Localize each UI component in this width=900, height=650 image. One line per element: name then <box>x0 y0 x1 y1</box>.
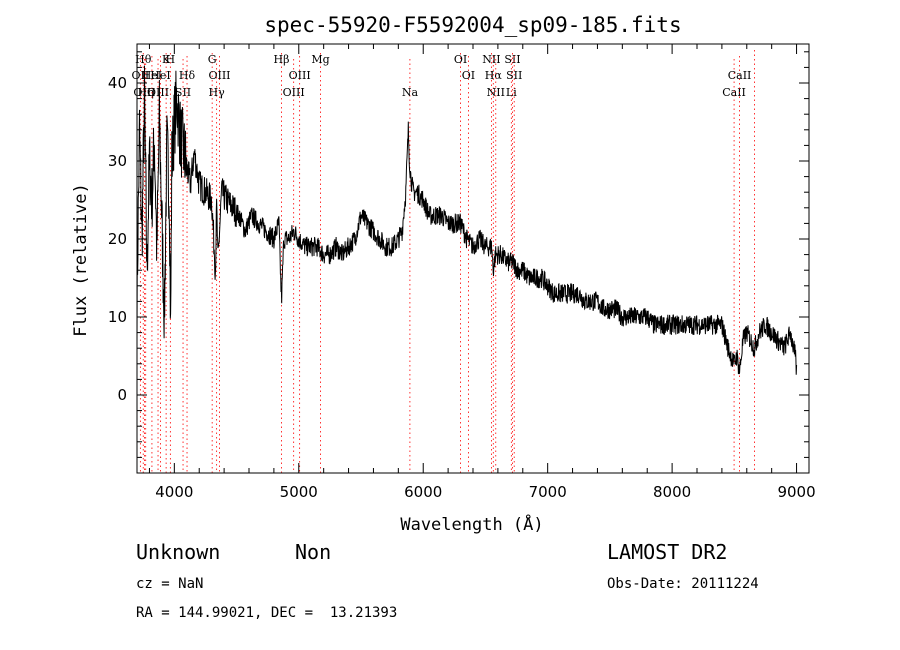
marker-label-9: SII <box>175 86 191 99</box>
marker-label-15: OIII <box>283 86 305 99</box>
marker-label-22: Hα <box>485 69 503 82</box>
x-axis-label: Wavelength (Å) <box>400 513 543 535</box>
chart-title: spec-55920-F5592004_sp09-185.fits <box>264 13 681 37</box>
marker-label-17: Mg <box>311 53 329 66</box>
survey-name: LAMOST DR2 <box>607 540 728 564</box>
spectrum-line <box>136 65 798 375</box>
coordinates: RA = 144.99021, DEC = 13.21393 <box>136 605 398 621</box>
marker-label-8: H <box>166 53 176 66</box>
line-markers: OIIHθHηOIIIHeIOIIIHeIKHSIIHδGHγOIIIHβOII… <box>132 50 755 473</box>
y-axis-label: Flux (relative) <box>71 183 91 337</box>
marker-label-14: Hβ <box>274 53 290 66</box>
x-tick-label-4000: 4000 <box>155 483 193 501</box>
y-tick-label-10: 10 <box>108 308 127 326</box>
marker-label-20: OI <box>462 69 475 82</box>
marker-label-26: SII <box>506 69 522 82</box>
marker-label-7: K <box>162 53 171 66</box>
x-tick-label-9000: 9000 <box>777 483 815 501</box>
marker-label-27: CaII <box>722 86 746 99</box>
x-tick-label-7000: 7000 <box>529 483 567 501</box>
x-tick-label-8000: 8000 <box>653 483 691 501</box>
marker-label-21: NII <box>482 53 500 66</box>
y-tick-label-40: 40 <box>108 74 127 92</box>
plot-frame <box>136 43 810 474</box>
marker-label-10: Hδ <box>179 69 196 82</box>
redshift-cz: cz = NaN <box>136 576 204 592</box>
y-tick-label-30: 30 <box>108 152 127 170</box>
y-tick-label-0: 0 <box>117 386 127 404</box>
object-subclass: Non <box>295 540 332 564</box>
marker-label-23: NII <box>487 86 505 99</box>
marker-label-24: Li <box>506 86 517 99</box>
y-axis-ticks: 0 10 20 30 40 <box>108 51 809 458</box>
obs-date: Obs-Date: 20111224 <box>607 576 759 592</box>
y-tick-label-20: 20 <box>108 230 127 248</box>
spectrum-chart: spec-55920-F5592004_sp09-185.fits OIIHθH… <box>71 13 816 535</box>
x-tick-label-6000: 6000 <box>404 483 442 501</box>
marker-label-12: Hγ <box>209 86 226 99</box>
marker-label-5: OIII <box>147 86 169 99</box>
marker-label-11: G <box>208 53 217 66</box>
marker-label-13: OIII <box>208 69 230 82</box>
marker-label-18: Na <box>402 86 419 99</box>
marker-label-4: HeI <box>142 69 162 82</box>
marker-label-6: HeI <box>150 69 170 82</box>
marker-label-2: Hη <box>138 86 154 99</box>
marker-label-28: CaII <box>728 69 752 82</box>
x-axis-ticks: 4000 5000 6000 7000 8000 9000 <box>148 44 816 501</box>
marker-label-19: OI <box>454 53 467 66</box>
marker-label-1: Hθ <box>135 53 152 66</box>
x-tick-label-5000: 5000 <box>280 483 318 501</box>
marker-label-25: SII <box>504 53 520 66</box>
object-class: Unknown <box>136 540 221 564</box>
marker-label-16: OIII <box>289 69 311 82</box>
